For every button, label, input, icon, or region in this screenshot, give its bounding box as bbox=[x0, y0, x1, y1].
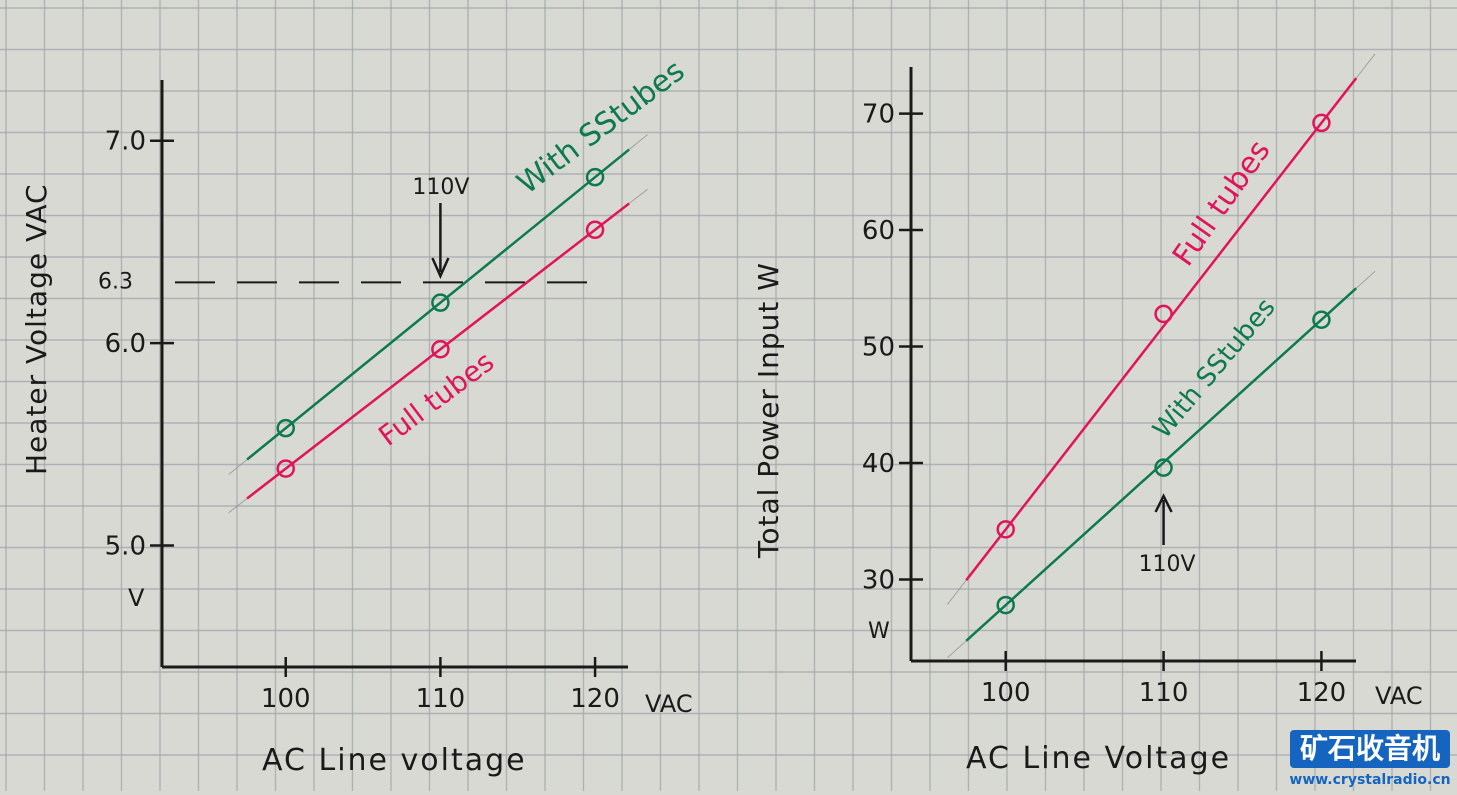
right-series bbox=[946, 53, 1376, 659]
y-tick-label: 60 bbox=[862, 216, 895, 246]
right-110v-annotation: 110V bbox=[1139, 552, 1196, 577]
left-annotation-arrow bbox=[431, 203, 450, 280]
right-y-axis-title: Total Power Input W bbox=[752, 262, 785, 559]
data-point-marker bbox=[431, 339, 450, 359]
x-tick-label: 100 bbox=[261, 684, 311, 714]
right-axes bbox=[909, 67, 1356, 663]
series-line bbox=[246, 202, 630, 500]
arrow-head bbox=[1154, 493, 1173, 513]
y-tick-label: 50 bbox=[862, 333, 895, 363]
right-y-unit: W bbox=[868, 619, 890, 644]
y-tick-label: 70 bbox=[862, 100, 895, 130]
y-tick-label: 30 bbox=[862, 565, 895, 595]
data-point-marker bbox=[585, 220, 605, 240]
series-line bbox=[965, 77, 1358, 581]
right-annotation-arrow bbox=[1154, 493, 1173, 545]
right-x-axis-title: AC Line Voltage bbox=[966, 741, 1231, 776]
left-x-axis-title: AC Line voltage bbox=[262, 743, 527, 778]
site-watermark: 矿石收音机 www.crystalradio.cn bbox=[1289, 730, 1451, 788]
right-y-ticks: 30 40 50 60 70 bbox=[862, 100, 923, 595]
left-axes bbox=[160, 80, 628, 669]
left-y-axis-title: Heater Voltage VAC bbox=[20, 183, 53, 475]
left-series bbox=[228, 134, 648, 514]
left-110v-annotation: 110V bbox=[412, 175, 469, 200]
x-tick-label: 120 bbox=[570, 684, 620, 714]
y-tick-label: 40 bbox=[862, 449, 895, 479]
x-tick-label: 120 bbox=[1297, 678, 1347, 708]
series-line bbox=[965, 287, 1357, 642]
left-x-ticks: 100 110 120 bbox=[261, 657, 620, 714]
data-point-marker bbox=[585, 167, 605, 187]
data-point-marker bbox=[1312, 310, 1331, 329]
data-point-marker bbox=[1154, 458, 1173, 477]
left-y-ticks: 5.0 6.0 7.0 bbox=[105, 127, 174, 562]
left-x-unit: VAC bbox=[645, 690, 693, 718]
left-y-unit: V bbox=[128, 584, 145, 612]
y-tick-label: 6.0 bbox=[105, 329, 146, 359]
data-point-marker bbox=[1312, 113, 1331, 133]
x-tick-label: 110 bbox=[1139, 678, 1189, 708]
watermark-title: 矿石收音机 bbox=[1300, 732, 1440, 765]
data-point-marker bbox=[996, 520, 1015, 539]
x-tick-label: 110 bbox=[416, 684, 466, 714]
y-tick-label: 5.0 bbox=[105, 532, 146, 562]
data-point-marker bbox=[276, 459, 295, 478]
left-series-label-sstubes: With SStubes bbox=[511, 53, 692, 201]
data-point-marker bbox=[276, 418, 295, 438]
series-line bbox=[246, 148, 630, 461]
right-x-unit: VAC bbox=[1375, 682, 1423, 710]
ref-line-label: 6.3 bbox=[98, 269, 133, 294]
x-tick-label: 100 bbox=[981, 678, 1031, 708]
data-point-marker bbox=[1154, 304, 1173, 324]
data-point-marker bbox=[996, 595, 1015, 615]
watermark-bg bbox=[1290, 730, 1450, 768]
y-tick-label: 7.0 bbox=[105, 127, 146, 157]
right-series-label-sstubes: With SStubes bbox=[1147, 293, 1281, 445]
arrow-head bbox=[431, 257, 450, 280]
watermark-url: www.crystalradio.cn bbox=[1289, 772, 1450, 788]
data-point-marker bbox=[431, 293, 450, 312]
right-x-ticks: 100 110 120 bbox=[981, 651, 1346, 708]
